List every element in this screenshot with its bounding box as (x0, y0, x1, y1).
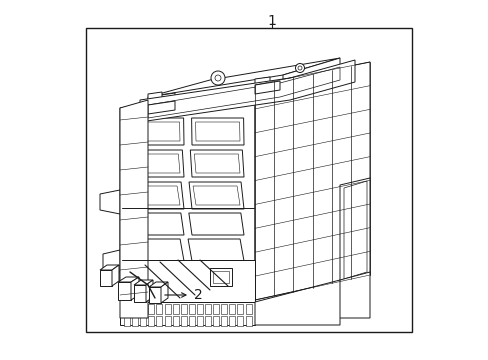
Bar (172, 316, 178, 326)
Polygon shape (112, 265, 119, 286)
Bar (221, 316, 227, 326)
Bar (197, 316, 203, 326)
Polygon shape (188, 213, 244, 235)
Polygon shape (146, 280, 153, 302)
Bar (140, 316, 146, 326)
Bar (172, 304, 178, 314)
Bar (188, 304, 194, 314)
Bar (237, 316, 243, 326)
Polygon shape (194, 154, 240, 173)
Polygon shape (149, 282, 168, 287)
Bar (197, 304, 203, 314)
Bar (124, 304, 130, 314)
Circle shape (124, 211, 132, 219)
Polygon shape (305, 272, 369, 318)
Circle shape (210, 71, 224, 85)
Circle shape (297, 66, 302, 70)
Polygon shape (339, 178, 369, 282)
Bar (181, 316, 186, 326)
Polygon shape (120, 260, 254, 302)
Polygon shape (134, 285, 146, 302)
Circle shape (295, 63, 304, 72)
Polygon shape (133, 186, 180, 205)
Bar (245, 304, 251, 314)
Polygon shape (135, 122, 180, 141)
Bar (188, 316, 194, 326)
Text: 1: 1 (267, 14, 276, 28)
Polygon shape (129, 182, 183, 209)
Bar (156, 304, 162, 314)
Circle shape (215, 75, 221, 81)
Bar (213, 304, 219, 314)
Bar (213, 271, 228, 283)
Polygon shape (128, 213, 183, 235)
Polygon shape (148, 67, 339, 118)
Polygon shape (191, 118, 244, 145)
Polygon shape (188, 239, 244, 261)
Polygon shape (134, 280, 153, 285)
Polygon shape (128, 239, 183, 261)
Polygon shape (103, 250, 120, 272)
Polygon shape (118, 277, 139, 282)
Polygon shape (343, 181, 366, 279)
Bar (164, 316, 170, 326)
Bar (204, 316, 210, 326)
Bar (140, 304, 146, 314)
Text: 2: 2 (194, 288, 203, 302)
Polygon shape (100, 265, 119, 270)
Polygon shape (130, 150, 183, 177)
Polygon shape (148, 92, 162, 100)
Polygon shape (148, 101, 175, 114)
Bar (124, 316, 130, 326)
Bar (164, 304, 170, 314)
Bar (156, 316, 162, 326)
Polygon shape (118, 282, 131, 300)
Bar (132, 316, 138, 326)
Bar (229, 304, 235, 314)
Polygon shape (148, 58, 339, 97)
Polygon shape (140, 60, 354, 122)
Polygon shape (254, 280, 339, 325)
Bar (148, 316, 154, 326)
Polygon shape (120, 100, 148, 318)
Polygon shape (120, 85, 254, 300)
Bar (181, 304, 186, 314)
Bar (221, 304, 227, 314)
Polygon shape (148, 93, 175, 109)
Bar (245, 316, 251, 326)
Polygon shape (193, 186, 240, 205)
Bar (148, 304, 154, 314)
Circle shape (124, 244, 132, 252)
Polygon shape (283, 58, 339, 92)
Polygon shape (254, 77, 269, 86)
Bar (229, 316, 235, 326)
Polygon shape (134, 154, 180, 173)
Bar (237, 304, 243, 314)
Bar (213, 316, 219, 326)
Polygon shape (254, 81, 280, 94)
Polygon shape (131, 118, 183, 145)
Bar (204, 304, 210, 314)
Polygon shape (100, 270, 112, 286)
Polygon shape (190, 150, 244, 177)
Polygon shape (131, 277, 139, 300)
Polygon shape (120, 302, 254, 325)
Polygon shape (254, 62, 369, 300)
Polygon shape (149, 287, 161, 303)
Polygon shape (100, 190, 120, 214)
Polygon shape (189, 182, 244, 209)
Bar (86, 28, 411, 332)
Polygon shape (195, 122, 240, 141)
Polygon shape (161, 282, 168, 303)
Bar (132, 304, 138, 314)
Bar (209, 268, 231, 286)
